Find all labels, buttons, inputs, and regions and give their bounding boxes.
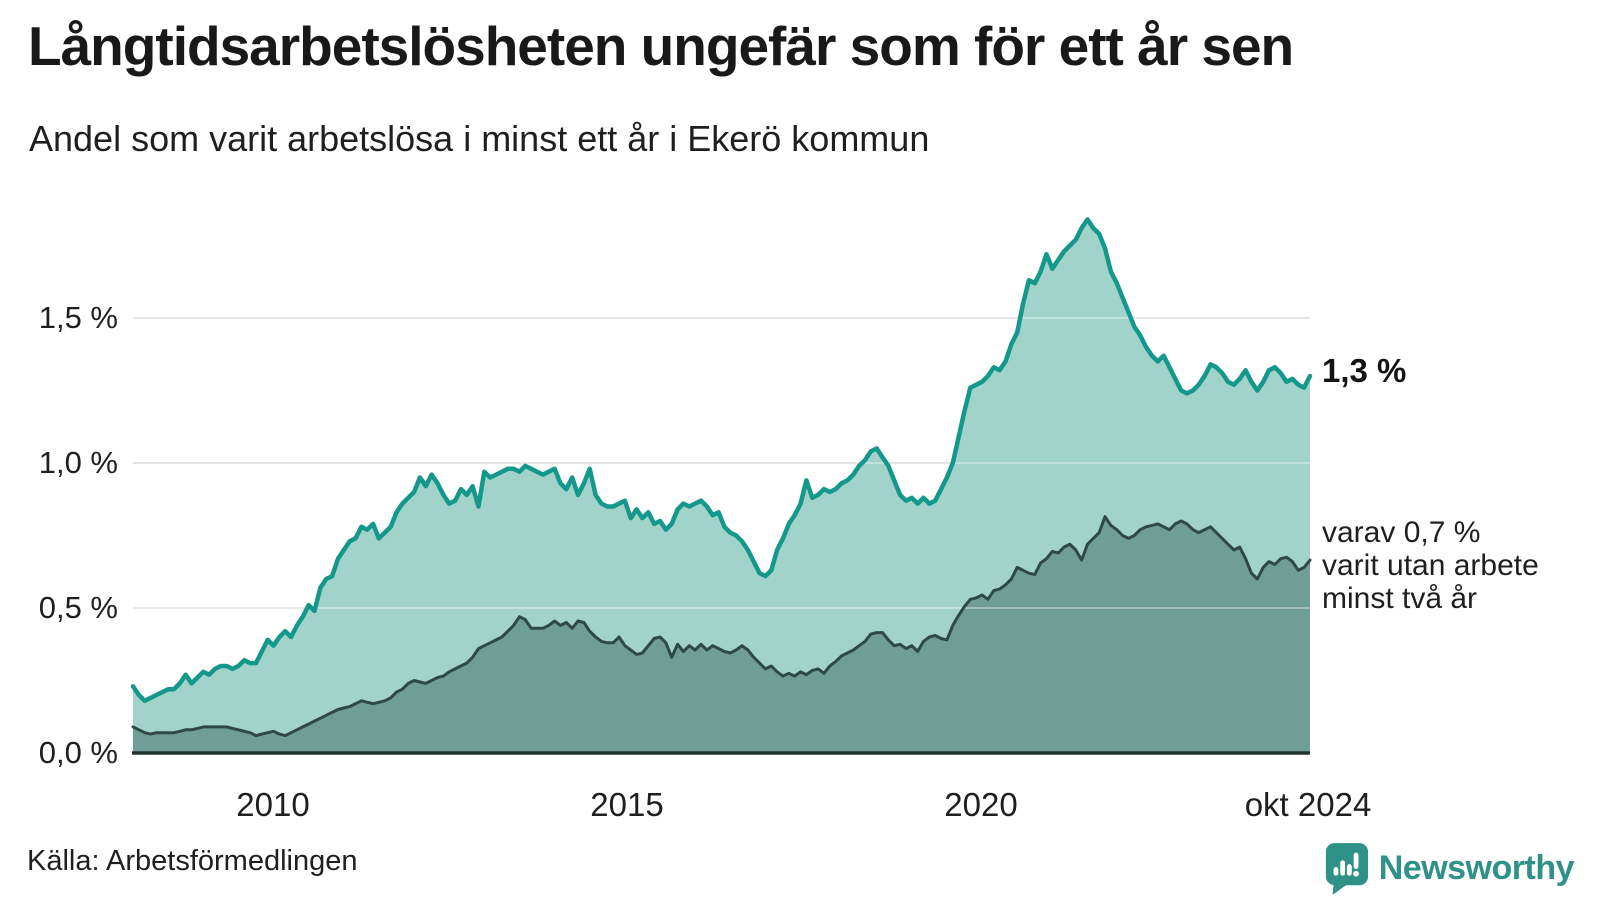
source-caption: Källa: Arbetsförmedlingen (27, 845, 358, 877)
secondary-series-annotation: varav 0,7 % varit utan arbete minst två … (1322, 516, 1539, 615)
x-axis-tick-2020: 2020 (944, 786, 1018, 823)
page-subtitle: Andel som varit arbetslösa i minst ett å… (29, 118, 930, 159)
area-unemployed-two-years (133, 516, 1310, 753)
series-end-value-label: 1,3 % (1322, 352, 1407, 389)
y-axis-tick-1-0: 1,0 % (38, 445, 118, 480)
newsworthy-logo-text: Newsworthy (1378, 848, 1575, 887)
x-axis-tick-2010: 2010 (236, 786, 310, 823)
newsworthy-logo-icon (1323, 841, 1369, 895)
y-axis-tick-1-5: 1,5 % (38, 300, 118, 335)
x-axis-tick-2015: 2015 (590, 786, 664, 823)
line-unemployed-two-years (131, 515, 1312, 738)
y-axis-tick-0-5: 0,5 % (38, 590, 118, 625)
y-axis-tick-0-0: 0,0 % (38, 735, 118, 770)
page-title: Långtidsarbetslösheten ungefär som för e… (28, 15, 1294, 77)
newsworthy-logo: Newsworthy (1323, 840, 1575, 896)
line-unemployed-one-year (130, 217, 1313, 704)
x-axis-tick-okt-2024: okt 2024 (1244, 786, 1372, 823)
